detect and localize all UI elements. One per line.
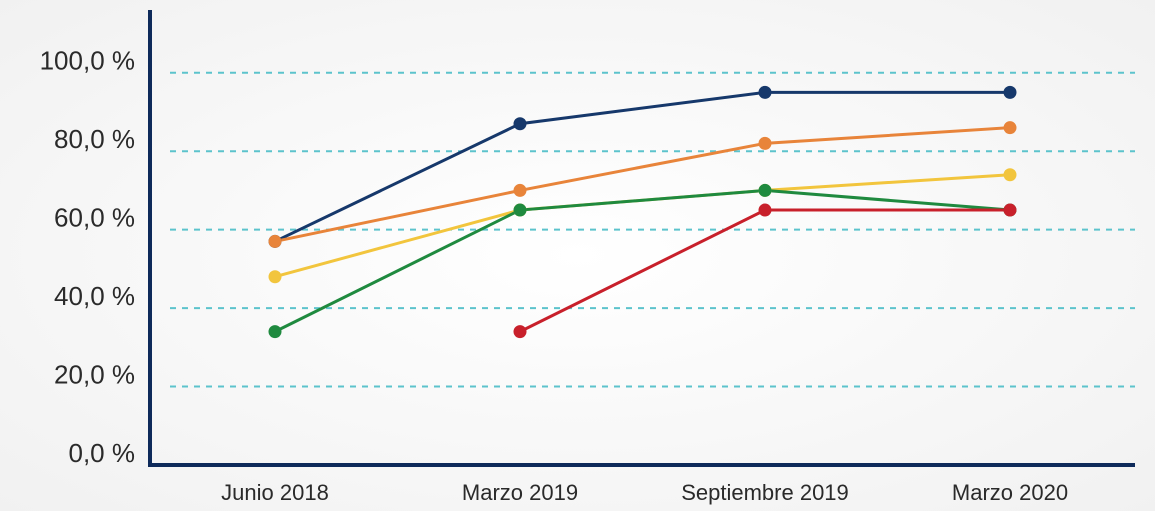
x-tick-label: Junio 2018 [221, 480, 329, 505]
series-line [519, 208, 1010, 333]
y-tick-label: 100,0 % [40, 46, 135, 76]
y-tick-label: 40,0 % [54, 281, 135, 311]
data-point [758, 136, 772, 150]
data-point [1003, 85, 1017, 99]
y-tick-label: 80,0 % [54, 124, 135, 154]
data-point [758, 183, 772, 197]
data-point [758, 85, 772, 99]
y-tick-label: 20,0 % [54, 359, 135, 389]
series-line [274, 126, 1011, 243]
data-point [513, 325, 527, 339]
series-line [274, 188, 1011, 333]
x-tick-label: Septiembre 2019 [681, 480, 849, 505]
data-point [1003, 168, 1017, 182]
x-tick-label: Marzo 2020 [952, 480, 1068, 505]
data-point [268, 234, 282, 248]
data-point [1003, 203, 1017, 217]
data-point [513, 203, 527, 217]
data-point [513, 117, 527, 131]
data-point [268, 270, 282, 284]
series-line [274, 90, 1010, 243]
x-tick-label: Marzo 2019 [462, 480, 578, 505]
y-tick-label: 0,0 % [69, 438, 136, 468]
data-point [513, 183, 527, 197]
data-point [268, 325, 282, 339]
data-point [1003, 121, 1017, 135]
y-tick-label: 60,0 % [54, 203, 135, 233]
data-point [758, 203, 772, 217]
